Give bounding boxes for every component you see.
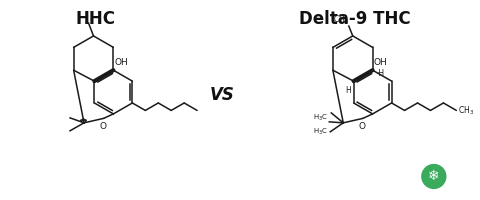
Text: O: O: [99, 122, 106, 131]
Text: OH: OH: [114, 58, 128, 67]
Text: CH$_3$: CH$_3$: [333, 14, 349, 26]
Text: H$_3$C: H$_3$C: [313, 113, 328, 123]
Text: O: O: [359, 122, 365, 131]
Text: VS: VS: [210, 86, 235, 104]
Text: CH$_3$: CH$_3$: [458, 104, 475, 117]
Text: Delta-9 THC: Delta-9 THC: [299, 10, 410, 28]
Text: OH: OH: [373, 58, 387, 67]
Text: HHC: HHC: [75, 10, 115, 28]
Circle shape: [422, 165, 446, 188]
Text: ❄: ❄: [428, 169, 440, 183]
Text: ·H: ·H: [377, 69, 385, 78]
Text: H: H: [345, 86, 350, 95]
Text: H$_3$C: H$_3$C: [313, 127, 328, 137]
